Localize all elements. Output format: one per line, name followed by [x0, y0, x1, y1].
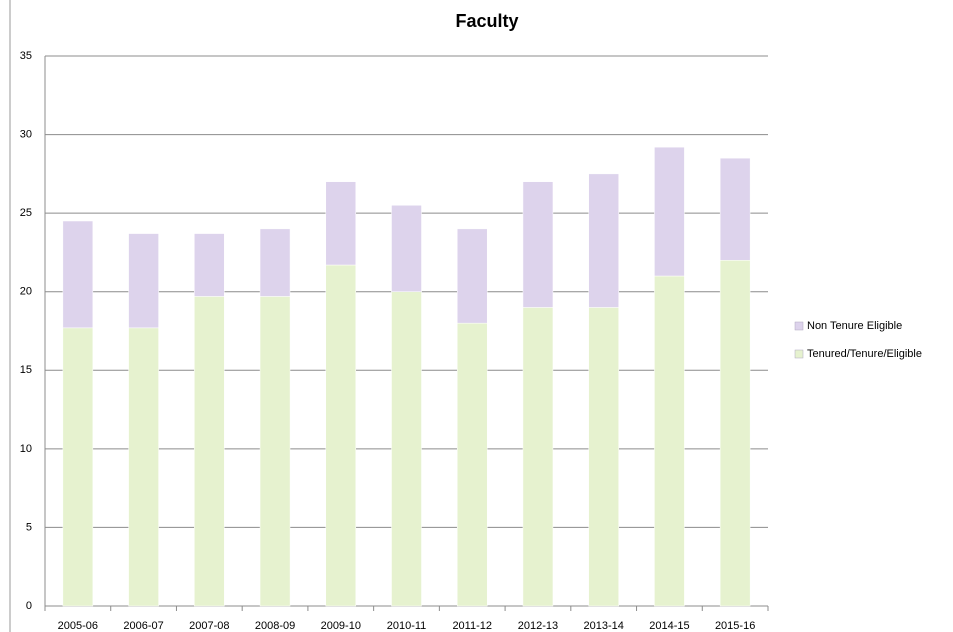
bar-segment — [259, 228, 291, 297]
y-tick-label: 30 — [20, 128, 32, 140]
bar-segment — [325, 181, 357, 266]
x-tick-label: 2013-14 — [583, 620, 623, 632]
x-tick-label: 2012-13 — [518, 620, 558, 632]
y-tick-label: 0 — [26, 600, 32, 612]
legend-swatch — [794, 349, 804, 359]
bar-segment — [456, 228, 488, 324]
bar-segment — [194, 233, 225, 297]
x-tick-label: 2007-08 — [189, 620, 229, 632]
y-tick-label: 20 — [20, 286, 32, 298]
y-tick-label: 35 — [20, 50, 32, 62]
legend-label: Non Tenure Eligible — [807, 320, 902, 332]
y-tick-label: 5 — [26, 521, 32, 533]
bar-segment — [128, 233, 159, 329]
bar-segment — [719, 260, 751, 607]
bar-segment — [588, 173, 619, 308]
y-tick-label: 25 — [20, 207, 32, 219]
bar-segment — [654, 146, 685, 277]
x-tick-label: 2009-10 — [321, 620, 361, 632]
bar-segment — [391, 291, 422, 607]
bar-segment — [325, 264, 357, 607]
bar-segment — [719, 157, 751, 261]
x-tick-label: 2015-16 — [715, 620, 755, 632]
bar-segment — [128, 327, 159, 607]
bar-segment — [654, 275, 685, 607]
x-tick-label: 2010-11 — [387, 620, 427, 632]
x-tick-label: 2014-15 — [649, 620, 689, 632]
bar-segment — [456, 322, 488, 607]
bar-segment — [588, 307, 619, 607]
bar-segment — [522, 181, 554, 308]
bar-segment — [62, 327, 94, 607]
x-tick-label: 2005-06 — [58, 620, 98, 632]
bar-segment — [391, 205, 422, 292]
y-tick-label: 15 — [20, 364, 32, 376]
x-tick-label: 2006-07 — [123, 620, 163, 632]
bar-segment — [259, 296, 291, 607]
y-tick-label: 10 — [20, 443, 32, 455]
chart-title: Faculty — [455, 11, 518, 31]
legend-label: Tenured/Tenure/Eligible — [807, 348, 922, 360]
x-tick-label: 2011-12 — [452, 620, 492, 632]
legend-swatch — [794, 321, 804, 331]
bar-segment — [522, 307, 554, 607]
x-tick-label: 2008-09 — [255, 620, 295, 632]
bar-segment — [194, 296, 225, 607]
bar-segment — [62, 220, 94, 329]
